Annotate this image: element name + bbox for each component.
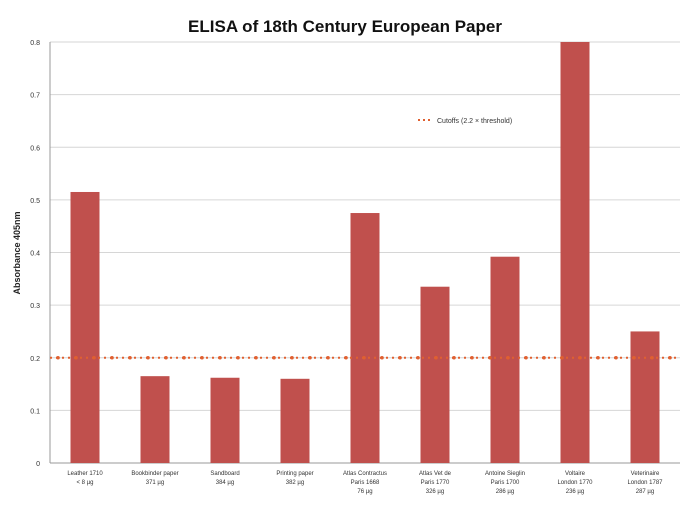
- threshold-marker: [290, 355, 294, 360]
- category-label-line: Veterinaire: [631, 471, 660, 477]
- threshold-marker: [380, 355, 384, 360]
- category-label-line: Atlas Contractus: [343, 471, 387, 477]
- category-label: Sandboard 384 µg: [210, 471, 239, 486]
- category-label-line: 384 µg: [216, 480, 234, 486]
- bar: [490, 256, 520, 463]
- threshold-marker: [56, 355, 60, 360]
- threshold-marker: [110, 355, 114, 360]
- threshold-marker: [344, 355, 348, 360]
- category-label-line: < 8 µg: [77, 480, 94, 486]
- category-label-line: Sandboard: [210, 471, 239, 477]
- threshold-marker: [506, 355, 510, 360]
- category-label-line: London 1770: [557, 480, 593, 486]
- threshold-marker: [362, 355, 366, 360]
- bar-series: [70, 42, 660, 463]
- threshold-marker: [578, 355, 582, 360]
- category-label-line: 326 µg: [426, 489, 444, 495]
- bar: [140, 376, 170, 463]
- category-label: Leather 1710 < 8 µg: [67, 471, 103, 486]
- category-label-line: 286 µg: [496, 489, 514, 495]
- category-label-line: Paris 1668: [351, 480, 380, 486]
- y-tick-label: 0.3: [30, 303, 40, 310]
- chart-title: ELISA of 18th Century European Paper: [188, 17, 502, 36]
- threshold-marker: [560, 355, 564, 360]
- threshold-line-group: [50, 355, 680, 360]
- category-label: Printing paper 382 µg: [276, 471, 313, 486]
- category-label: Veterinaire London 1787 287 µg: [627, 471, 663, 495]
- y-axis-label: Absorbance 405nm: [12, 211, 22, 294]
- category-label: Voltaire London 1770 236 µg: [557, 471, 593, 495]
- category-label: Atlas Contractus Paris 1668 76 µg: [343, 471, 387, 495]
- bar: [560, 42, 590, 463]
- threshold-marker: [326, 355, 330, 360]
- threshold-marker: [92, 355, 96, 360]
- threshold-marker: [182, 355, 186, 360]
- threshold-marker: [416, 355, 420, 360]
- category-label-line: 371 µg: [146, 480, 164, 486]
- category-label-line: Antoine Sieglin: [485, 471, 525, 477]
- threshold-marker: [254, 355, 258, 360]
- threshold-marker: [272, 355, 276, 360]
- threshold-marker: [452, 355, 456, 360]
- category-label-line: Printing paper: [276, 471, 313, 477]
- threshold-marker: [74, 355, 78, 360]
- legend: Cutoffs (2.2 × threshold): [418, 118, 512, 125]
- category-label-line: 236 µg: [566, 489, 584, 495]
- bar: [350, 213, 380, 463]
- threshold-marker: [524, 355, 528, 360]
- y-tick-label: 0.5: [30, 198, 40, 205]
- threshold-marker: [632, 355, 636, 360]
- y-tick-label: 0.8: [30, 40, 40, 47]
- y-tick-label: 0.4: [30, 251, 40, 258]
- category-label: Bookbinder paper 371 µg: [131, 471, 178, 486]
- bar: [280, 378, 310, 463]
- threshold-marker: [164, 355, 168, 360]
- threshold-marker: [434, 355, 438, 360]
- category-label: Atlas Vet de Paris 1770 326 µg: [419, 471, 452, 495]
- category-label-line: Bookbinder paper: [131, 471, 178, 477]
- threshold-marker: [542, 355, 546, 360]
- category-label-line: 287 µg: [636, 489, 654, 495]
- threshold-marker: [650, 355, 654, 360]
- bar: [630, 331, 660, 463]
- category-label-line: Voltaire: [565, 471, 586, 477]
- y-tick-label: 0.1: [30, 408, 40, 415]
- category-label-line: Paris 1700: [491, 480, 520, 486]
- threshold-marker: [146, 355, 150, 360]
- category-label-line: London 1787: [627, 480, 663, 486]
- threshold-marker: [218, 355, 222, 360]
- x-axis-categories: Leather 1710 < 8 µg Bookbinder paper 371 µg…: [67, 471, 663, 495]
- category-label-line: Atlas Vet de: [419, 471, 452, 477]
- threshold-marker: [668, 355, 672, 360]
- threshold-marker: [488, 355, 492, 360]
- category-label: Antoine Sieglin Paris 1700 286 µg: [485, 471, 525, 495]
- category-label-line: 382 µg: [286, 480, 304, 486]
- y-tick-label: 0.7: [30, 93, 40, 100]
- bar: [210, 377, 240, 463]
- legend-threshold-label: Cutoffs (2.2 × threshold): [437, 118, 512, 125]
- category-label-line: Paris 1770: [421, 480, 450, 486]
- threshold-marker: [596, 355, 600, 360]
- bar: [420, 286, 450, 463]
- threshold-marker: [398, 355, 402, 360]
- y-tick-label: 0.6: [30, 145, 40, 152]
- category-label-line: 76 µg: [357, 489, 372, 495]
- threshold-marker: [128, 355, 132, 360]
- category-label-line: Leather 1710: [67, 471, 103, 477]
- threshold-marker: [236, 355, 240, 360]
- y-tick-label: 0: [36, 461, 40, 468]
- y-tick-label: 0.2: [30, 356, 40, 363]
- threshold-marker: [614, 355, 618, 360]
- threshold-marker: [470, 355, 474, 360]
- bar: [70, 191, 100, 463]
- threshold-marker: [308, 355, 312, 360]
- threshold-marker: [200, 355, 204, 360]
